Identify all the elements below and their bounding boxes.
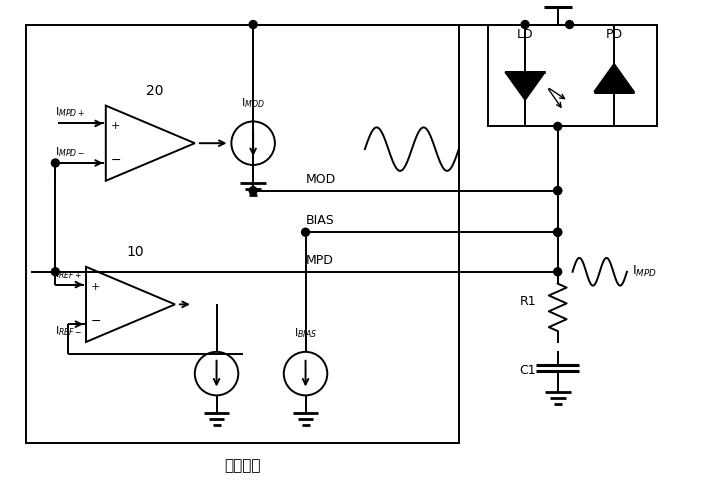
Text: +: + [91,282,101,292]
Text: I$_{MOD}$: I$_{MOD}$ [241,96,265,110]
Text: +: + [111,122,120,132]
Text: I$_{REF+}$: I$_{REF+}$ [55,267,83,280]
Circle shape [554,268,561,276]
Circle shape [554,228,561,236]
Circle shape [521,20,529,28]
Text: PD: PD [605,28,622,42]
Text: 20: 20 [147,84,164,98]
Text: C1: C1 [520,364,536,377]
Polygon shape [506,72,545,100]
Text: LD: LD [517,28,533,42]
Text: R1: R1 [520,295,536,308]
Text: BIAS: BIAS [306,214,334,228]
Text: I$_{MPD-}$: I$_{MPD-}$ [55,145,85,159]
Circle shape [554,228,561,236]
Circle shape [554,186,561,194]
Circle shape [566,20,573,28]
Circle shape [52,268,59,276]
Text: 10: 10 [127,245,144,259]
Text: −: − [110,154,121,166]
Text: I$_{MPD+}$: I$_{MPD+}$ [55,106,85,120]
Circle shape [554,186,561,194]
Text: −: − [91,315,101,328]
Text: MPD: MPD [306,254,333,267]
Circle shape [554,122,561,130]
Circle shape [249,20,257,28]
Circle shape [52,159,59,167]
Text: I$_{MPD}$: I$_{MPD}$ [632,264,657,280]
Circle shape [249,186,257,194]
Text: I$_{REF-}$: I$_{REF-}$ [55,324,83,338]
Text: 电路部分: 电路部分 [224,458,261,473]
Bar [489,24,656,127]
Text: I$_{BIAS}$: I$_{BIAS}$ [294,326,317,340]
Text: MOD: MOD [306,172,336,186]
Circle shape [302,228,309,236]
Polygon shape [594,64,634,92]
Bar [25,24,459,443]
